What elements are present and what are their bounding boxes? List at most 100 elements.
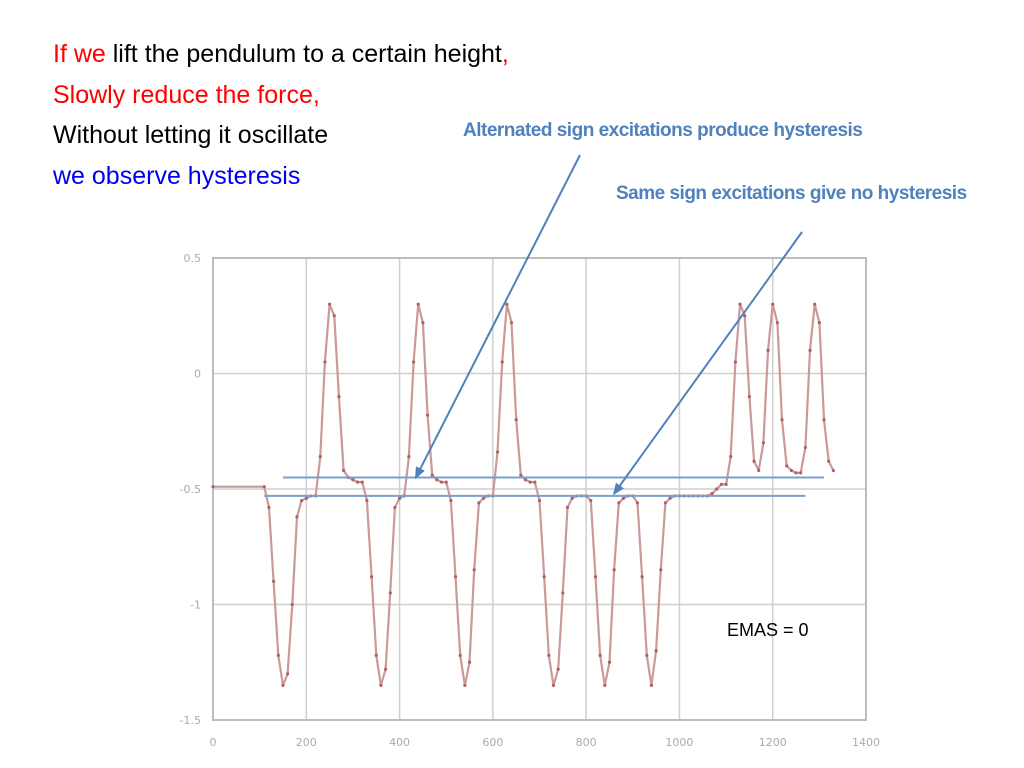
series-point-51 (495, 450, 500, 454)
series-point-37 (430, 473, 434, 477)
series-point-78 (621, 496, 626, 500)
series-point-67 (570, 496, 574, 500)
series-point-64 (556, 667, 560, 671)
series-point-20 (351, 478, 355, 482)
line-1-comma: , (501, 40, 509, 68)
series-point-58 (528, 480, 532, 484)
series-point-8 (295, 515, 299, 519)
series-point-103 (738, 302, 742, 306)
y-tick-label-3: -1 (190, 599, 201, 612)
series-point-35 (421, 321, 425, 325)
series-point-110 (771, 302, 775, 306)
x-tick-label-7: 1400 (852, 736, 880, 749)
series-point-98 (715, 487, 719, 491)
series-point-42 (453, 575, 458, 579)
series-point-114 (789, 468, 793, 473)
series-point-86 (659, 568, 663, 572)
series-point-45 (467, 660, 472, 664)
series-point-106 (752, 459, 756, 463)
series-point-1 (262, 485, 266, 489)
y-tick-label-0: 0.5 (184, 252, 202, 265)
series-point-117 (803, 445, 807, 450)
series-point-48 (481, 496, 486, 500)
series-point-14 (323, 360, 327, 364)
series-point-104 (743, 314, 747, 318)
line-2: Slowly reduce the force, (53, 80, 320, 109)
series-point-46 (472, 568, 476, 572)
series-point-0 (211, 485, 215, 489)
y-tick-label-2: -0.5 (180, 483, 201, 496)
series-point-39 (439, 480, 444, 484)
series-point-118 (808, 348, 812, 352)
series-point-108 (761, 441, 765, 445)
series-point-97 (710, 492, 714, 496)
series-point-3 (272, 579, 276, 584)
intro-text: If we lift the pendulum to a certain hei… (53, 34, 509, 196)
series-point-102 (733, 360, 738, 364)
x-tick-label-3: 600 (482, 736, 503, 749)
series-point-57 (523, 478, 528, 482)
series-point-34 (416, 302, 420, 306)
series-point-55 (514, 418, 518, 422)
series-point-107 (757, 468, 761, 473)
y-tick-label-1: 0 (194, 368, 201, 381)
emas-annotation: EMAS = 0 (727, 620, 809, 640)
series-point-9 (300, 498, 304, 503)
series-point-63 (551, 683, 556, 687)
series-point-29 (393, 505, 397, 510)
series-point-43 (458, 653, 462, 657)
series-point-4 (276, 653, 280, 657)
series-point-71 (589, 498, 593, 503)
series-point-112 (780, 418, 784, 422)
series-point-66 (565, 505, 570, 510)
series-point-18 (342, 468, 346, 473)
x-tick-label-6: 1200 (759, 736, 787, 749)
series-point-40 (444, 480, 448, 484)
series-point-15 (328, 302, 332, 306)
line-3: Without letting it oscillate (53, 121, 329, 149)
series-point-21 (355, 480, 360, 484)
x-tick-label-5: 1000 (665, 736, 693, 749)
series-point-27 (383, 667, 388, 671)
series-point-38 (435, 478, 439, 482)
series-point-100 (724, 482, 728, 486)
series-point-105 (747, 395, 751, 399)
series-point-26 (379, 683, 383, 687)
line-1: If we lift the pendulum to a certain hei… (53, 34, 509, 75)
series-line-0 (213, 303, 835, 687)
series-point-88 (668, 496, 672, 500)
series-point-2 (267, 505, 271, 510)
callout-same: Same sign excitations give no hysteresis (616, 183, 967, 204)
series-point-77 (617, 501, 621, 505)
series-point-119 (813, 302, 817, 306)
series-point-123 (831, 468, 835, 473)
series-point-65 (561, 591, 565, 595)
series-point-82 (640, 575, 644, 579)
series-point-83 (645, 653, 649, 657)
series-point-22 (360, 480, 364, 484)
series-point-72 (593, 575, 598, 579)
series-point-87 (663, 501, 668, 505)
series-point-62 (547, 653, 551, 657)
series-point-13 (318, 455, 322, 459)
series-point-52 (500, 360, 504, 364)
x-tick-label-2: 400 (389, 736, 410, 749)
series-point-61 (542, 575, 546, 579)
y-tick-label-4: -1.5 (180, 714, 201, 727)
series-point-101 (729, 455, 733, 459)
line-4: we observe hysteresis (53, 161, 301, 190)
series-point-44 (463, 683, 467, 687)
series-point-47 (477, 501, 481, 505)
series-point-60 (537, 498, 542, 503)
series-point-121 (822, 418, 826, 422)
series-point-84 (649, 683, 654, 687)
series-point-109 (766, 348, 770, 352)
series-point-6 (286, 672, 290, 676)
series-point-116 (799, 471, 803, 475)
series-point-41 (449, 498, 453, 503)
series-point-24 (369, 575, 374, 579)
series-point-73 (598, 653, 602, 657)
series-point-115 (794, 471, 798, 475)
line-1-red: If we (53, 40, 106, 68)
series-point-10 (304, 496, 308, 500)
